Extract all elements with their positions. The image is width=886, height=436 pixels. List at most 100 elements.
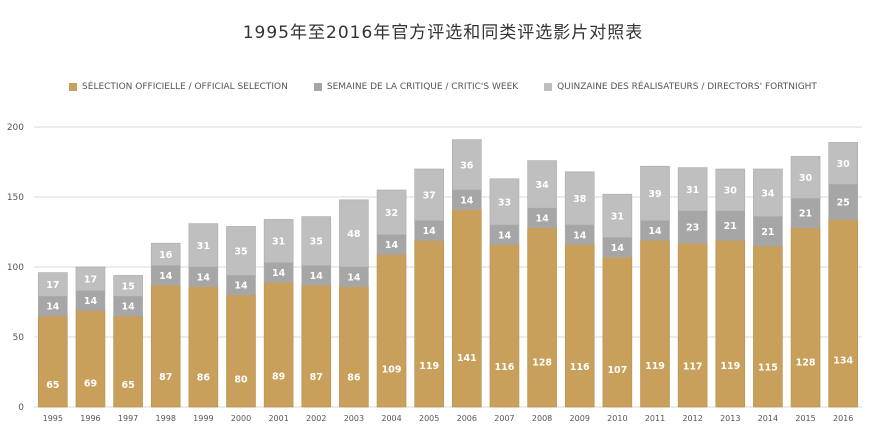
data-label: 15 <box>121 281 134 292</box>
data-label: 17 <box>46 280 59 291</box>
data-label: 116 <box>570 362 590 373</box>
chart-title: 1995年至2016年官方评选和同类评选影片对照表 <box>242 23 644 43</box>
bar-segment <box>376 254 407 408</box>
x-tick-label: 2004 <box>381 414 401 423</box>
bar-segment <box>75 310 106 408</box>
bar-segment <box>38 315 68 408</box>
bar-segment <box>113 315 143 408</box>
bar-segment <box>38 272 68 297</box>
bar-segment <box>564 244 595 408</box>
bar-segment <box>188 223 219 268</box>
y-tick-label: 200 <box>7 123 24 133</box>
bar-segment <box>226 226 256 276</box>
bar-segment <box>790 227 821 408</box>
legend: SÉLECTION OFFICIELLE / OFFICIAL SELECTIO… <box>0 82 886 92</box>
x-tick-label: 2005 <box>419 414 439 423</box>
x-tick-label: 2016 <box>833 414 853 423</box>
legend-item-directors-fortnight: QUINZAINE DES RÉALISATEURS / DIRECTORS' … <box>544 82 817 92</box>
x-tick-label: 2012 <box>682 414 702 423</box>
data-label: 39 <box>648 189 661 200</box>
data-label: 34 <box>535 180 549 191</box>
data-label: 30 <box>724 186 738 197</box>
x-tick-label: 2014 <box>758 414 778 423</box>
x-tick-label: 1995 <box>43 414 63 423</box>
bar-segment <box>677 242 708 408</box>
bar-segment <box>715 168 746 212</box>
data-label: 14 <box>159 271 173 282</box>
data-label: 31 <box>686 185 699 196</box>
data-label: 119 <box>419 361 439 372</box>
bar-segment <box>527 227 557 408</box>
legend-swatch <box>544 83 553 91</box>
data-label: 35 <box>234 246 247 257</box>
data-label: 14 <box>573 230 587 241</box>
data-label: 115 <box>758 362 778 373</box>
x-tick-label: 2003 <box>344 414 364 423</box>
x-tick-label: 2009 <box>570 414 590 423</box>
x-tick-label: 2007 <box>494 414 514 423</box>
x-tick-label: 1997 <box>118 414 138 423</box>
bar-segment <box>376 189 407 236</box>
legend-item-official: SÉLECTION OFFICIELLE / OFFICIAL SELECTIO… <box>69 82 288 92</box>
data-label: 107 <box>607 365 627 376</box>
data-label: 14 <box>347 272 361 283</box>
data-label: 35 <box>310 237 323 248</box>
data-label: 16 <box>159 250 173 261</box>
data-label: 14 <box>310 271 324 282</box>
data-label: 134 <box>833 356 853 367</box>
legend-label: QUINZAINE DES RÉALISATEURS / DIRECTORS' … <box>557 82 817 92</box>
data-label: 14 <box>46 302 60 313</box>
x-tick-label: 1999 <box>193 414 213 423</box>
bar-segment <box>790 198 821 229</box>
bar-segment <box>263 282 294 408</box>
x-tick-label: 2011 <box>645 414 665 423</box>
bar-segment <box>263 219 294 264</box>
x-tick-label: 1998 <box>156 414 176 423</box>
bar-segment <box>414 168 444 222</box>
data-label: 14 <box>498 230 512 241</box>
bar-segment <box>640 165 670 222</box>
x-tick-label: 2001 <box>268 414 288 423</box>
data-label: 31 <box>611 211 624 222</box>
bar-segment <box>452 209 482 408</box>
data-label: 30 <box>799 173 813 184</box>
bar-segment <box>677 167 708 212</box>
data-label: 69 <box>84 378 97 389</box>
data-label: 14 <box>648 226 662 237</box>
x-tick-label: 2013 <box>720 414 740 423</box>
data-label: 65 <box>46 380 59 391</box>
bar-segment <box>489 244 520 408</box>
data-label: 38 <box>573 194 587 205</box>
data-label: 32 <box>385 208 398 219</box>
bar-segment <box>602 193 633 238</box>
data-label: 14 <box>423 226 437 237</box>
data-label: 14 <box>460 195 474 206</box>
bar-segment <box>339 286 369 408</box>
data-label: 23 <box>686 223 699 234</box>
bar-segment <box>150 284 181 408</box>
data-label: 14 <box>234 281 248 292</box>
bar-segment <box>828 142 858 185</box>
x-tick-label: 2002 <box>306 414 326 423</box>
data-label: 48 <box>347 229 361 240</box>
y-tick-label: 150 <box>7 193 24 203</box>
data-label: 14 <box>272 268 286 279</box>
data-label: 119 <box>645 361 665 372</box>
data-label: 14 <box>84 296 98 307</box>
data-label: 17 <box>84 274 97 285</box>
bar-segment <box>753 245 783 408</box>
x-tick-label: 2010 <box>607 414 627 423</box>
bar-segment <box>715 240 746 408</box>
bar-segment <box>753 168 783 217</box>
bar-segment <box>790 156 821 199</box>
data-label: 14 <box>385 240 399 251</box>
bar-segment <box>301 216 332 266</box>
bar-segment <box>339 199 369 268</box>
x-tick-label: 2006 <box>457 414 477 423</box>
data-label: 36 <box>460 160 474 171</box>
data-label: 37 <box>423 190 436 201</box>
x-tick-label: 2015 <box>795 414 815 423</box>
data-label: 87 <box>159 372 172 383</box>
